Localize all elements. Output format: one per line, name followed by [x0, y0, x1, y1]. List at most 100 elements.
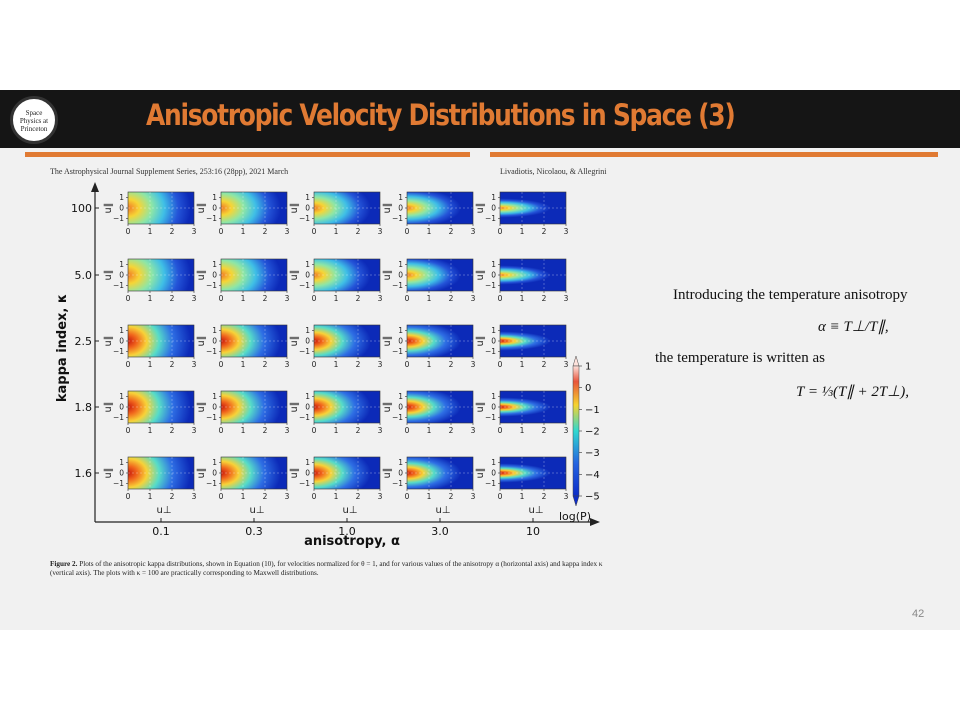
panel-ylabel: u∥	[475, 203, 486, 214]
panel-ytick-label: 1	[212, 458, 217, 467]
page-number: 42	[912, 608, 925, 620]
panel-ytick-label: −1	[113, 413, 124, 422]
panel-ytick-label: −1	[485, 281, 496, 290]
alpha-tick-label: 1.0	[338, 525, 356, 538]
panel-xtick-label: 3	[378, 360, 383, 369]
panel-xtick-label: 1	[334, 426, 339, 435]
panel-xtick-label: 2	[356, 426, 361, 435]
panel-ytick-label: −1	[392, 281, 403, 290]
panel-ytick-label: 0	[398, 337, 403, 346]
panel-xtick-label: 2	[449, 360, 454, 369]
panel-ylabel: u∥	[289, 336, 300, 347]
temperature-equation: T = ⅓(T∥ + 2T⊥),	[796, 384, 910, 400]
panel-ylabel: u∥	[475, 270, 486, 281]
panel-xtick-label: 0	[405, 492, 410, 501]
panel-ylabel: u∥	[196, 270, 207, 281]
panel-kappa-1.8-alpha-10: 0 1 2 3 1 0−1u∥	[475, 390, 569, 435]
panel-ytick-label: 1	[119, 326, 124, 335]
colorbar-gradient	[572, 365, 580, 497]
panel-ylabel: u∥	[196, 402, 207, 413]
panel-ytick-label: 0	[119, 337, 124, 346]
panel-ytick-label: 1	[398, 260, 403, 269]
panel-xtick-label: 0	[498, 227, 503, 236]
panel-ytick-label: −1	[299, 214, 310, 223]
alpha-tick-label: 3.0	[431, 525, 449, 538]
temperature-text: the temperature is written as	[655, 350, 825, 366]
panel-xtick-label: 0	[312, 360, 317, 369]
panel-xtick-label: 0	[126, 492, 131, 501]
panel-ylabel: u∥	[103, 270, 114, 281]
panel-kappa-100-alpha-3.0: 0 1 2 3 1 0−1u∥	[382, 191, 476, 236]
kappa-tick-label: 1.8	[75, 401, 93, 414]
panel-ytick-label: −1	[299, 347, 310, 356]
title-bar: Space Physics at Princeton Anisotropic V…	[0, 90, 960, 148]
journal-header: The Astrophysical Journal Supplement Ser…	[50, 167, 289, 176]
panel-ytick-label: −1	[485, 347, 496, 356]
panel-ytick-label: −1	[113, 347, 124, 356]
panel-kappa-1.6-alpha-10: 0 1 2 3 1 0−1u∥	[475, 456, 569, 501]
paper-authors: Livadiotis, Nicolaou, & Allegrini	[500, 167, 607, 176]
panel-xtick-label: 1	[520, 227, 525, 236]
panel-ytick-label: 1	[398, 392, 403, 401]
panel-xtick-label: 3	[564, 360, 569, 369]
panel-xtick-label: 2	[542, 426, 547, 435]
alpha-axis-label: anisotropy, α	[304, 534, 400, 549]
panel-ytick-label: −1	[206, 281, 217, 290]
panel-ytick-label: 1	[305, 392, 310, 401]
kappa-axis-label: kappa index, κ	[55, 294, 70, 402]
panel-xtick-label: 1	[427, 492, 432, 501]
panel-xtick-label: 2	[356, 492, 361, 501]
panel-ylabel: u∥	[103, 468, 114, 479]
panel-xlabel: u⊥	[435, 505, 450, 516]
panel-xtick-label: 1	[520, 426, 525, 435]
panel-ytick-label: 1	[305, 458, 310, 467]
panel-xtick-label: 2	[542, 294, 547, 303]
panel-ylabel: u∥	[196, 468, 207, 479]
panel-ylabel: u∥	[382, 336, 393, 347]
panel-kappa-5.0-alpha-1.0: 0 1 2 3 1 0−1u∥	[289, 258, 383, 303]
panel-xtick-label: 2	[356, 294, 361, 303]
panel-ylabel: u∥	[103, 336, 114, 347]
panel-kappa-100-alpha-0.3: 0 1 2 3 1 0−1u∥	[196, 191, 290, 236]
kappa-axis-arrow	[91, 182, 99, 192]
kappa-tick-label: 1.6	[75, 467, 93, 480]
panel-kappa-2.5-alpha-3.0: 0 1 2 3 1 0−1u∥	[382, 324, 476, 369]
panel-ytick-label: −1	[299, 413, 310, 422]
panel-ylabel: u∥	[475, 336, 486, 347]
panel-xtick-label: 1	[241, 426, 246, 435]
panel-ytick-label: 0	[212, 403, 217, 412]
panel-ytick-label: 0	[398, 271, 403, 280]
panel-ylabel: u∥	[289, 270, 300, 281]
panel-xtick-label: 2	[263, 294, 268, 303]
panel-ytick-label: 0	[305, 271, 310, 280]
panel-ytick-label: 0	[305, 469, 310, 478]
panel-ytick-label: 0	[398, 204, 403, 213]
panel-ytick-label: 1	[212, 260, 217, 269]
panel-ylabel: u∥	[289, 203, 300, 214]
panel-xtick-label: 1	[148, 360, 153, 369]
kappa-tick-label: 100	[71, 202, 92, 215]
panel-kappa-5.0-alpha-0.3: 0 1 2 3 1 0−1u∥	[196, 258, 290, 303]
panel-xtick-label: 3	[378, 294, 383, 303]
panel-ytick-label: 1	[491, 392, 496, 401]
panel-ytick-label: 1	[119, 458, 124, 467]
panel-kappa-1.6-alpha-0.1: 0 1 2 3 1 0−1u∥	[103, 456, 197, 501]
main-axes: kappa index, κ anisotropy, α 1005.02.51.…	[55, 182, 600, 549]
alpha-tick-label: 10	[526, 525, 540, 538]
panel-xtick-label: 2	[449, 492, 454, 501]
colorbar: 1 0 −1 −2 −3 −4 −5 log(P)	[559, 355, 600, 523]
panel-xtick-label: 1	[334, 294, 339, 303]
panel-ytick-label: 1	[491, 458, 496, 467]
panel-ytick-label: −1	[206, 214, 217, 223]
colorbar-tick-label: −3	[585, 448, 600, 459]
panel-xtick-label: 3	[564, 227, 569, 236]
panel-kappa-5.0-alpha-10: 0 1 2 3 1 0−1u∥	[475, 258, 569, 303]
panel-xtick-label: 0	[498, 492, 503, 501]
panel-xtick-label: 3	[285, 426, 290, 435]
panel-kappa-5.0-alpha-0.1: 0 1 2 3 1 0−1u∥	[103, 258, 197, 303]
panel-xtick-label: 3	[471, 426, 476, 435]
panel-kappa-100-alpha-0.1: 0 1 2 3 1 0−1u∥	[103, 191, 197, 236]
panel-ylabel: u∥	[475, 468, 486, 479]
panel-xtick-label: 2	[356, 360, 361, 369]
panel-xtick-label: 3	[285, 360, 290, 369]
